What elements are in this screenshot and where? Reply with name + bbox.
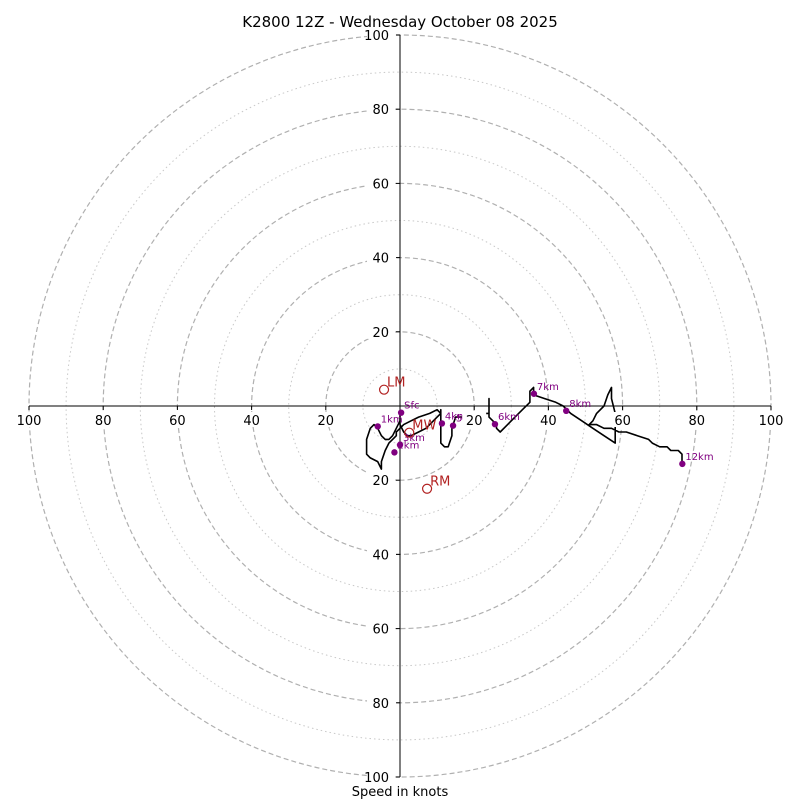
- y-tick-label-bg: [367, 249, 395, 265]
- x-tick-label-bg: [239, 412, 264, 427]
- x-tick-label: 100: [759, 414, 784, 429]
- x-tick-label-bg: [759, 412, 783, 427]
- x-tick-label-bg: [91, 412, 116, 427]
- wind-trace: [365, 386, 683, 470]
- height-label-2km: 2km: [397, 440, 419, 451]
- y-tick-label-bg: [367, 27, 395, 42]
- x-tick-label-bg: [462, 412, 487, 427]
- x-tick-label-bg: [610, 412, 635, 427]
- y-tick-label: 40: [372, 252, 389, 267]
- y-tick-label: 80: [372, 697, 389, 712]
- x-axis-label: Speed in knots: [352, 785, 449, 800]
- height-label-4km: 4km: [445, 411, 467, 422]
- y-tick-label: 40: [372, 548, 389, 563]
- x-tick-label: 100: [17, 414, 42, 429]
- x-tick-label: 60: [169, 414, 186, 429]
- y-tick-label-bg: [367, 472, 395, 488]
- height-marker-sfc: [397, 409, 405, 416]
- x-tick-label-bg: [165, 412, 190, 427]
- storm-motion-label-mw: MW: [412, 419, 436, 434]
- x-tick-label: 80: [689, 414, 706, 429]
- height-marker-3km: [396, 441, 404, 449]
- height-label-6km: 6km: [498, 412, 520, 423]
- height-label-sfc: Sfc: [404, 401, 419, 412]
- y-tick-label: 100: [364, 771, 389, 786]
- height-marker-4km: [438, 420, 446, 427]
- x-tick-label-bg: [17, 412, 41, 427]
- height-marker-12km: [679, 460, 686, 468]
- y-tick-label-bg: [367, 175, 395, 191]
- y-tick-label: 20: [372, 326, 389, 341]
- x-tick-label-bg: [536, 412, 561, 427]
- y-tick-label-bg: [367, 546, 395, 562]
- x-tick-label: 20: [318, 414, 335, 429]
- y-tick-label-bg: [367, 620, 395, 636]
- height-label-7km: 7km: [537, 382, 559, 393]
- height-label-3km: 3km: [403, 433, 425, 444]
- height-label-8km: 8km: [569, 399, 591, 410]
- y-tick-label-bg: [367, 323, 395, 339]
- y-tick-label: 100: [364, 29, 389, 44]
- axes: [29, 35, 771, 777]
- x-tick-label: 40: [243, 414, 260, 429]
- storm-motion-marker-rm: [421, 483, 433, 494]
- x-tick-label: 60: [614, 414, 631, 429]
- y-tick-label: 80: [372, 103, 389, 118]
- y-tick-label: 20: [372, 474, 389, 489]
- height-marker-2km: [391, 449, 398, 456]
- storm-motion-label-lm: LM: [387, 376, 405, 391]
- height-marker-6km: [491, 420, 499, 428]
- x-tick-label: 40: [540, 414, 557, 429]
- storm-motion-marker-mw: [404, 427, 415, 438]
- height-marker-5km: [449, 422, 457, 429]
- height-label-1km: 1km: [381, 414, 403, 425]
- height-marker-8km: [563, 407, 570, 415]
- hodograph-trace: [399, 386, 683, 466]
- hodograph-trace-low: [365, 408, 442, 470]
- height-label-12km: 12km: [685, 452, 713, 463]
- storm-motion-label-rm: RM: [430, 475, 450, 490]
- y-tick-label-bg: [367, 694, 395, 710]
- x-tick-label-bg: [684, 412, 709, 427]
- y-tick-label-bg: [367, 769, 395, 784]
- x-tick-label: 80: [95, 414, 112, 429]
- chart-title: K2800 12Z - Wednesday October 08 2025: [242, 13, 558, 31]
- y-tick-label: 60: [372, 177, 389, 192]
- height-marker-7km: [530, 390, 538, 397]
- x-tick-label-bg: [313, 412, 338, 427]
- x-tick-label: 20: [466, 414, 483, 429]
- y-tick-label: 60: [372, 623, 389, 638]
- y-tick-label-bg: [367, 101, 395, 117]
- height-marker-1km: [374, 423, 381, 430]
- storm-motion-marker-lm: [378, 384, 390, 395]
- tick-labels: 100 80 60 40 20 20 40 60 80 100 100 80 60 40 20 20 40 60 8…: [17, 27, 784, 786]
